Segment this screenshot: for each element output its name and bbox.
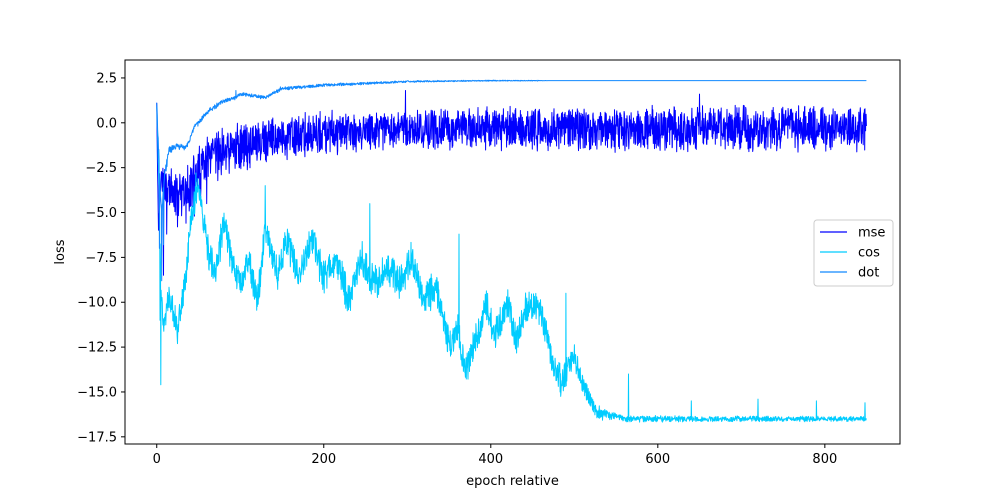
x-axis: 0 200 400 600 800 — [153, 444, 837, 467]
y-tick-label: −5.0 — [85, 206, 117, 221]
y-tick-label: 0.0 — [96, 116, 117, 131]
y-tick-label: −10.0 — [77, 296, 117, 311]
x-tick-label: 800 — [812, 452, 837, 467]
legend-label-dot: dot — [858, 266, 879, 281]
y-tick-label: −7.5 — [85, 251, 117, 266]
y-axis: −17.5 −15.0 −12.5 −10.0 −7.5 −5.0 −2.5 0.0 2.5 — [77, 71, 125, 445]
y-tick-label: −15.0 — [77, 385, 117, 400]
x-tick-label: 600 — [645, 452, 670, 467]
x-tick-label: 0 — [153, 452, 161, 467]
legend: mse cos dot — [813, 219, 894, 287]
plot-frame — [124, 59, 901, 445]
legend-label-mse: mse — [858, 226, 885, 241]
x-tick-label: 400 — [478, 452, 503, 467]
x-tick-label: 200 — [311, 452, 336, 467]
legend-box — [813, 219, 894, 287]
legend-label-cos: cos — [858, 246, 880, 261]
x-axis-label: epoch relative — [466, 474, 559, 489]
series-layer — [156, 79, 867, 423]
y-tick-label: −2.5 — [85, 161, 117, 176]
series-line-dot — [156, 79, 867, 282]
series-line-mse — [156, 90, 867, 276]
series-line-cos — [156, 106, 867, 423]
y-tick-label: −17.5 — [77, 430, 117, 445]
y-axis-label: loss — [53, 239, 68, 264]
y-tick-label: −12.5 — [77, 341, 117, 356]
y-tick-label: 2.5 — [96, 71, 117, 86]
